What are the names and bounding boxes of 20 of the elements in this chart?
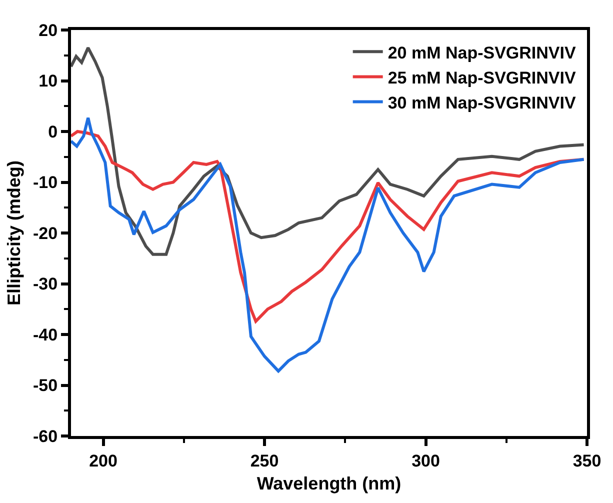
- legend-label: 20 mM Nap-SVGRINVIV: [388, 43, 576, 62]
- x-tick-label: 200: [89, 451, 118, 470]
- x-tick-label: 300: [412, 451, 440, 470]
- x-tick-label: 250: [250, 451, 279, 470]
- y-axis-title: Ellipticity (mdeg): [4, 160, 24, 306]
- line-series: [71, 46, 586, 256]
- y-tick-label: 0: [48, 122, 58, 142]
- legend-label: 30 mM Nap-SVGRINVIV: [388, 93, 576, 112]
- y-tick-label: -20: [33, 224, 58, 243]
- x-tick-label: 350: [572, 451, 602, 470]
- y-tick-label: -50: [33, 376, 58, 396]
- y-tick-label: -40: [33, 325, 58, 344]
- y-tick-label: 10: [38, 72, 58, 91]
- x-axis-title: Wavelength (nm): [256, 474, 402, 494]
- legend-label: 25 mM Nap-SVGRINVIV: [388, 68, 576, 88]
- line-series: [71, 116, 586, 373]
- y-tick-label: -30: [33, 274, 58, 294]
- y-tick-label: 20: [38, 20, 58, 40]
- y-tick-label: -10: [33, 173, 58, 192]
- y-tick-label: -60: [33, 426, 58, 446]
